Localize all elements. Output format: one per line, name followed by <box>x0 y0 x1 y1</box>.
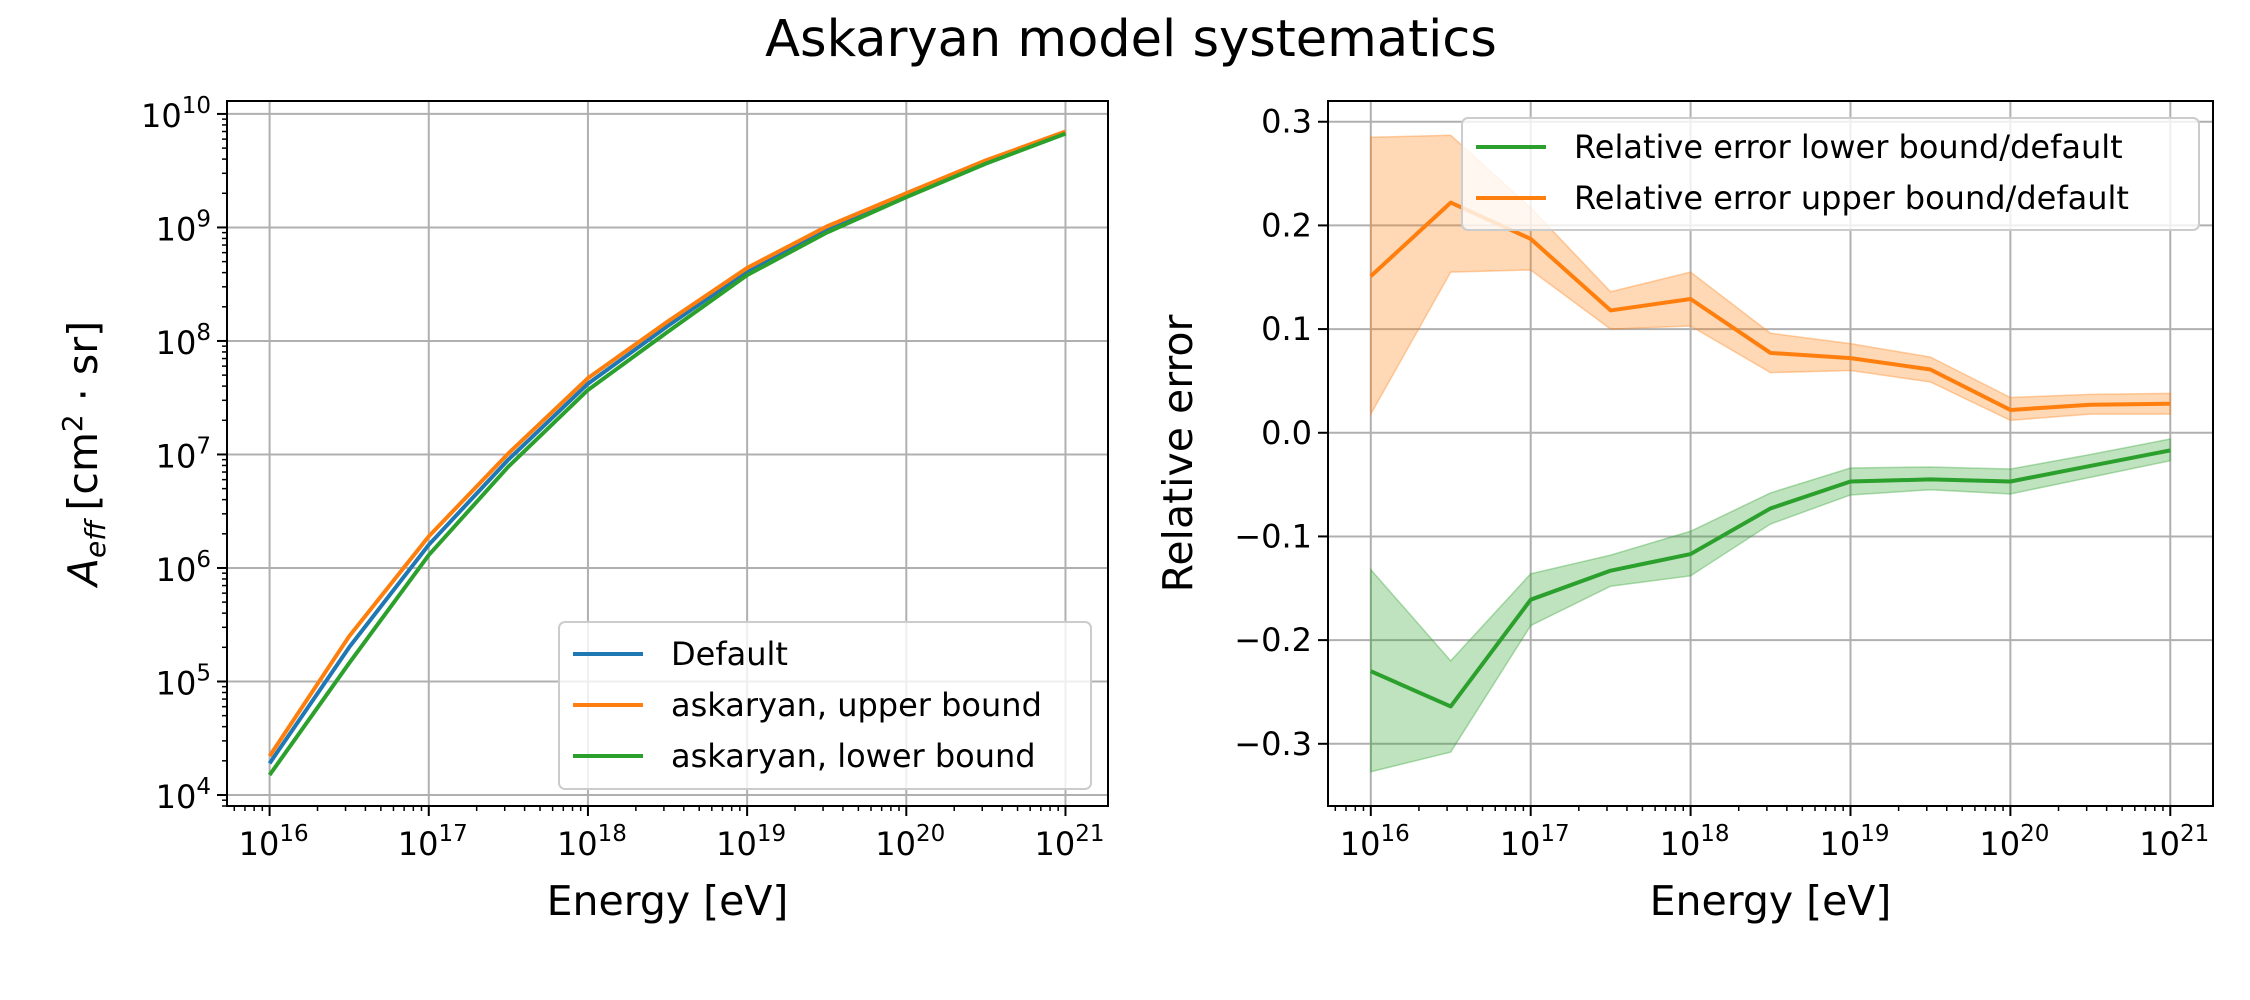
x-tick-exponent: 21 <box>2180 821 2209 847</box>
y-tick-label: 0.1 <box>1261 310 1312 348</box>
x-tick-base: 10 <box>398 825 439 863</box>
y-tick-exponent: 9 <box>196 206 211 232</box>
x-tick-base: 10 <box>239 825 280 863</box>
y-tick-exponent: 4 <box>196 774 211 800</box>
x-tick-label: 1021 <box>2139 821 2209 863</box>
x-tick-exponent: 18 <box>598 821 627 847</box>
y-axis-label-unit-rest: · sr] <box>59 321 107 414</box>
legend-box <box>1461 117 2200 231</box>
y-tick-label: 1010 <box>141 93 211 135</box>
x-axis-label: Energy [eV] <box>1650 877 1892 925</box>
y-tick-label: 0.3 <box>1261 103 1312 141</box>
x-tick-base: 10 <box>557 825 598 863</box>
x-tick-label: 1016 <box>1340 821 1410 863</box>
x-tick-base: 10 <box>1979 825 2020 863</box>
y-tick-label: 0.2 <box>1261 206 1312 244</box>
legend-label: Default <box>671 635 788 673</box>
x-tick-exponent: 16 <box>279 821 308 847</box>
y-tick-label: −0.1 <box>1234 517 1312 555</box>
legend-label: Relative error upper bound/default <box>1574 179 2129 217</box>
legend-box <box>558 621 1092 790</box>
legend-label: Relative error lower bound/default <box>1574 128 2123 166</box>
x-tick-exponent: 17 <box>438 821 467 847</box>
x-tick-base: 10 <box>716 825 757 863</box>
y-tick-base: 10 <box>141 97 182 135</box>
x-tick-base: 10 <box>1340 825 1381 863</box>
y-tick-label: 108 <box>156 320 211 362</box>
x-tick-base: 10 <box>1034 825 1075 863</box>
y-tick-label: 106 <box>156 547 211 589</box>
legend: Default askaryan, upper bound askaryan, lo… <box>558 621 1092 790</box>
y-tick-exponent: 6 <box>196 547 211 573</box>
y-tick-base: 10 <box>156 664 197 702</box>
legend: Relative error lower bound/default Relati… <box>1461 117 2200 231</box>
x-tick-label: 1018 <box>1660 821 1730 863</box>
y-tick-label: 109 <box>156 206 211 248</box>
x-tick-base: 10 <box>1500 825 1541 863</box>
panel-relative-error: 1016 1017 1018 1019 1020 10210.30.20.10.0−0.1… <box>1154 100 2214 925</box>
x-tick-base: 10 <box>875 825 916 863</box>
x-tick-exponent: 21 <box>1075 821 1104 847</box>
y-axis-label-subscript: eff <box>79 518 112 558</box>
y-axis-label: Relative error <box>1154 315 1202 593</box>
x-tick-label: 1017 <box>1500 821 1570 863</box>
x-tick-exponent: 16 <box>1381 821 1410 847</box>
figure-title: Askaryan model systematics <box>765 10 1497 69</box>
y-axis-label: Aeff [cm2 · sr] <box>56 321 112 589</box>
x-tick-label: 1021 <box>1034 821 1104 863</box>
y-tick-base: 10 <box>156 551 197 589</box>
x-tick-exponent: 19 <box>1860 821 1889 847</box>
x-tick-base: 10 <box>2139 825 2180 863</box>
series-line-askaryan-upper-bound <box>267 129 1067 758</box>
band-relative-error-lower-bound-default <box>1370 438 2172 773</box>
y-axis-label-unit: [cm <box>59 432 107 510</box>
y-tick-label: 105 <box>156 660 211 702</box>
x-axis-label: Energy [eV] <box>547 877 789 925</box>
x-tick-exponent: 20 <box>2020 821 2049 847</box>
x-tick-label: 1017 <box>398 821 468 863</box>
x-tick-label: 1016 <box>239 821 309 863</box>
x-tick-exponent: 20 <box>916 821 945 847</box>
y-tick-label: −0.2 <box>1234 621 1312 659</box>
band-relative-error-upper-bound-default <box>1370 134 2172 422</box>
y-tick-base: 10 <box>156 437 197 475</box>
x-tick-label: 1018 <box>557 821 627 863</box>
y-tick-label: 104 <box>156 774 211 816</box>
y-tick-base: 10 <box>156 324 197 362</box>
x-tick-exponent: 19 <box>757 821 786 847</box>
x-tick-label: 1019 <box>716 821 786 863</box>
axes-frame <box>1327 100 2214 807</box>
x-tick-base: 10 <box>1819 825 1860 863</box>
y-tick-exponent: 8 <box>196 320 211 346</box>
x-tick-label: 1019 <box>1819 821 1889 863</box>
y-axis-label-symbol: A <box>59 558 107 589</box>
y-tick-exponent: 7 <box>196 433 211 459</box>
x-tick-label: 1020 <box>875 821 945 863</box>
x-tick-base: 10 <box>1660 825 1701 863</box>
y-tick-exponent: 5 <box>196 660 211 686</box>
x-tick-exponent: 18 <box>1700 821 1729 847</box>
series-line-askaryan-lower-bound <box>267 131 1067 777</box>
x-tick-label: 1020 <box>1979 821 2049 863</box>
y-tick-exponent: 10 <box>182 93 211 119</box>
y-tick-base: 10 <box>156 778 197 816</box>
legend-label: askaryan, lower bound <box>671 737 1036 775</box>
x-tick-exponent: 17 <box>1540 821 1569 847</box>
y-tick-label: 107 <box>156 433 211 475</box>
y-tick-label: 0.0 <box>1261 414 1312 452</box>
y-tick-label: −0.3 <box>1234 725 1312 763</box>
y-axis-label-unit-exponent: 2 <box>56 414 89 432</box>
panel-effective-area: 1016 1017 1018 1019 1020 10211041051061071081… <box>56 93 1109 925</box>
y-tick-base: 10 <box>156 210 197 248</box>
legend-label: askaryan, upper bound <box>671 686 1042 724</box>
series-line-relative-error-lower-bound-default <box>1369 448 2171 709</box>
